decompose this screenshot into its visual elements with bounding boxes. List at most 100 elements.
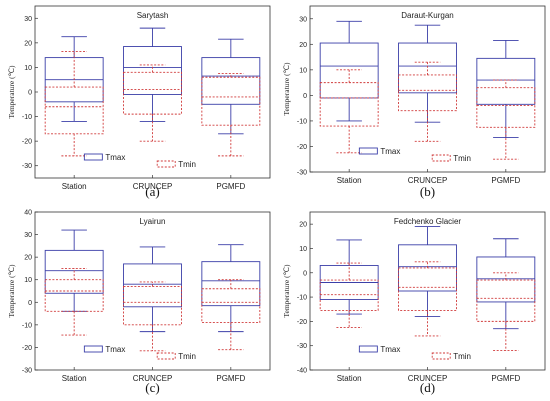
x-tick-label: CRUNCEP — [133, 374, 173, 383]
y-tick-label: -10 — [22, 114, 32, 121]
chart-title: Daraut-Kurgan — [401, 11, 453, 20]
legend-label-tmin: Tmin — [453, 352, 471, 361]
plot-frame — [34, 211, 271, 371]
chart-title: Lyairun — [140, 217, 166, 226]
tmax-box-station — [319, 239, 379, 315]
box-iqr — [398, 42, 457, 94]
tmax-box-cruncep — [123, 27, 182, 122]
y-axis-label: Temperature (℃) — [282, 264, 291, 318]
x-tick-label: CRUNCEP — [133, 182, 173, 191]
box-iqr — [398, 74, 457, 112]
legend-swatch-tmin — [156, 352, 176, 360]
box-iqr — [123, 71, 182, 115]
legend-swatch-tmin — [431, 154, 451, 162]
panel-label: (c) — [145, 380, 159, 395]
y-tick-label: 10 — [24, 65, 32, 72]
tmax-box-cruncep — [123, 246, 182, 333]
chart-title: Sarytash — [137, 11, 169, 20]
y-tick-label: -30 — [297, 170, 307, 177]
tmin-box-station — [44, 51, 104, 157]
y-tick-label: -30 — [22, 368, 32, 375]
y-tick-label: 0 — [303, 270, 307, 277]
y-tick-label: -30 — [297, 343, 307, 350]
legend-swatch-tmax — [83, 153, 103, 161]
y-tick-label: 0 — [28, 300, 32, 307]
box-iqr — [123, 46, 182, 95]
chart-panel-3: Lyairun -30 -20 -10 0 10 20 30 40 Temperature (℃)… — [7, 210, 271, 395]
box-iqr — [44, 279, 104, 312]
box-iqr — [476, 87, 536, 128]
box-iqr — [201, 288, 261, 324]
legend-swatch-tmin — [156, 160, 176, 168]
tmin-box-cruncep — [398, 61, 457, 142]
y-tick-label: -20 — [22, 345, 32, 352]
legend-label-tmax: Tmax — [105, 153, 125, 162]
legend-label-tmin: Tmin — [178, 160, 196, 169]
tmax-box-cruncep — [398, 226, 457, 317]
box-iqr — [201, 261, 261, 307]
y-axis-label: Temperature (℃) — [7, 65, 16, 119]
x-tick-label: PGMFD — [491, 176, 520, 185]
panel-label: (b) — [420, 184, 435, 199]
tmin-box-station — [319, 262, 379, 328]
legend-swatch-tmax — [358, 147, 378, 155]
x-tick-label: CRUNCEP — [408, 176, 448, 185]
tmin-box-pgmfd — [201, 279, 261, 351]
legend-swatch-tmax — [83, 345, 103, 353]
tmin-box-cruncep — [123, 64, 182, 142]
x-tick-label: Station — [62, 182, 87, 191]
y-tick-label: -20 — [297, 144, 307, 151]
panel-label: (d) — [420, 380, 435, 395]
chart-title: Fedchenko Glacier — [394, 217, 461, 226]
y-tick-label: -10 — [297, 295, 307, 302]
y-tick-label: 20 — [24, 40, 32, 47]
y-tick-label: 40 — [24, 210, 32, 217]
x-tick-label: PGMFD — [216, 374, 245, 383]
chart-panel-4: Fedchenko Glacier -40 -30 -20 -10 0 10 20 Temper… — [282, 211, 546, 395]
box-iqr — [44, 86, 104, 135]
y-tick-label: -20 — [297, 319, 307, 326]
box-iqr — [398, 267, 457, 311]
legend-label-tmin: Tmin — [178, 352, 196, 361]
box-iqr — [123, 286, 182, 326]
y-tick-label: 0 — [303, 93, 307, 100]
x-tick-label: Station — [337, 374, 362, 383]
y-tick-label: 30 — [24, 232, 32, 239]
box-iqr — [476, 256, 536, 303]
tmin-box-cruncep — [398, 261, 457, 337]
box-iqr — [44, 249, 104, 294]
legend-label-tmax: Tmax — [380, 345, 400, 354]
tmin-box-pgmfd — [476, 272, 536, 352]
x-tick-label: Station — [337, 176, 362, 185]
tmax-box-pgmfd — [201, 38, 261, 135]
y-tick-label: -10 — [22, 322, 32, 329]
box-iqr — [476, 57, 536, 105]
legend-label-tmin: Tmin — [453, 154, 471, 163]
chart-panel-1: Sarytash -30 -20 -10 0 10 20 30 Temperature (℃) S… — [7, 5, 271, 199]
y-tick-label: 10 — [24, 277, 32, 284]
y-tick-label: 20 — [24, 255, 32, 262]
tmax-box-pgmfd — [476, 238, 536, 330]
y-tick-label: 20 — [299, 42, 307, 49]
y-tick-label: -30 — [22, 163, 32, 170]
tmin-box-cruncep — [123, 281, 182, 352]
legend-swatch-tmin — [431, 352, 451, 360]
y-axis-label: Temperature (℃) — [7, 264, 16, 318]
x-tick-label: PGMFD — [491, 374, 520, 383]
y-tick-label: 30 — [24, 16, 32, 23]
y-tick-label: -10 — [297, 118, 307, 125]
x-tick-label: PGMFD — [216, 182, 245, 191]
tmin-box-station — [319, 69, 379, 154]
legend-swatch-tmax — [358, 345, 378, 353]
tmin-box-station — [44, 267, 104, 336]
y-tick-label: 30 — [299, 16, 307, 23]
y-tick-label: 10 — [299, 67, 307, 74]
x-tick-label: CRUNCEP — [408, 374, 448, 383]
y-tick-label: 20 — [299, 222, 307, 229]
tmin-box-pgmfd — [201, 73, 261, 157]
tmin-box-pgmfd — [476, 79, 536, 160]
box-iqr — [319, 279, 379, 311]
y-axis-label: Temperature (℃) — [282, 62, 291, 116]
legend-label-tmax: Tmax — [105, 345, 125, 354]
